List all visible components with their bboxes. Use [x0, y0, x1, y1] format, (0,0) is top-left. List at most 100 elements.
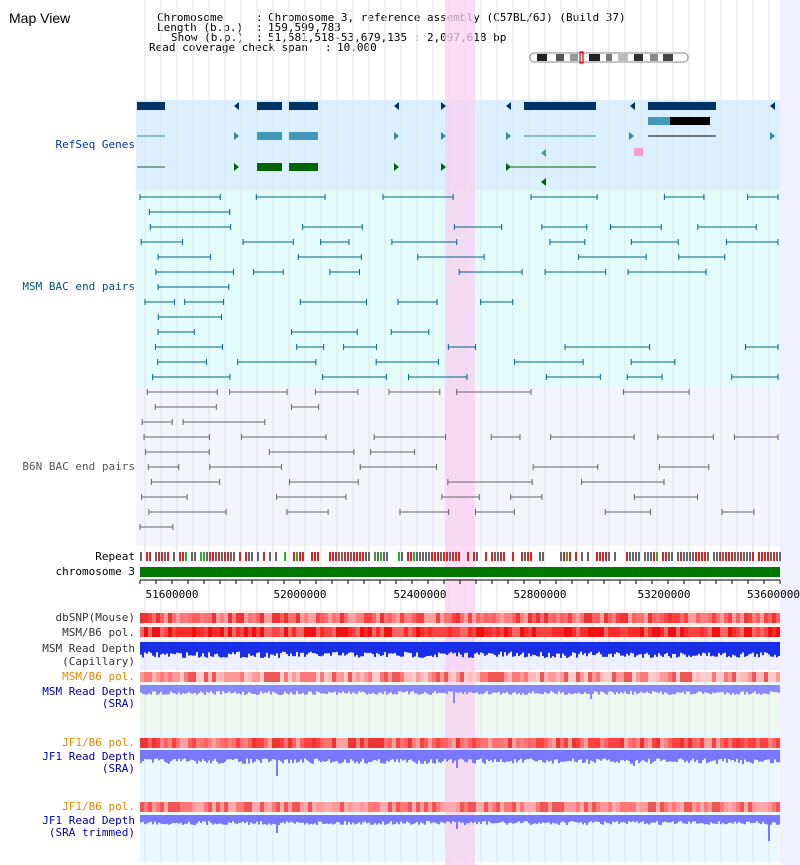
depth-bar — [206, 815, 208, 825]
heat-cell — [344, 613, 348, 623]
heat-cell — [572, 613, 576, 623]
depth-bar — [776, 685, 778, 693]
depth-bar — [336, 642, 338, 652]
depth-bar — [582, 750, 584, 763]
depth-bar — [760, 642, 762, 653]
depth-bar — [594, 750, 596, 763]
heat-cell — [172, 672, 176, 682]
repeat-element — [758, 552, 760, 561]
repeat-element — [209, 552, 211, 561]
depth-bar — [728, 815, 730, 823]
highlight-region[interactable] — [445, 0, 475, 865]
heat-cell — [672, 738, 676, 748]
refseq-track[interactable] — [137, 102, 775, 186]
depth-bar — [236, 685, 238, 694]
depth-bar — [352, 642, 354, 653]
depth-bar — [756, 685, 758, 695]
heat-cell — [448, 627, 452, 637]
depth-bar — [210, 642, 212, 657]
depth-bar — [402, 815, 404, 824]
depth-bar — [744, 750, 746, 760]
heat-cell — [572, 627, 576, 637]
depth-bar — [264, 685, 266, 693]
heat-cell — [388, 613, 392, 623]
gene-arrow — [630, 102, 635, 110]
depth-bar — [238, 685, 240, 694]
depth-bar — [578, 750, 580, 760]
depth-bar — [448, 750, 450, 760]
depth-bar — [478, 685, 480, 695]
heat-cell — [488, 613, 492, 623]
heat-cell — [560, 672, 564, 682]
depth-bar — [230, 642, 232, 655]
heat-cell — [384, 672, 388, 682]
depth-bar — [528, 642, 530, 654]
repeat-element — [449, 552, 451, 561]
depth-bar — [518, 815, 520, 822]
depth-bar — [444, 815, 446, 824]
depth-bar — [668, 815, 670, 823]
depth-bar — [224, 642, 226, 658]
depth-bar — [214, 642, 216, 655]
heat-cell — [612, 672, 616, 682]
depth-bar — [236, 815, 238, 824]
repeat-element — [413, 552, 415, 561]
depth-bar — [720, 685, 722, 693]
depth-bar — [296, 815, 298, 822]
depth-bar — [646, 815, 648, 824]
heat-cell — [396, 613, 400, 623]
heat-cell — [464, 738, 468, 748]
chromosome-ideogram[interactable] — [529, 51, 689, 64]
depth-bar — [560, 685, 562, 694]
depth-bar — [302, 685, 304, 693]
depth-bar — [384, 815, 386, 825]
chromosome-key: Chromosome — [157, 11, 224, 24]
depth-bar — [474, 750, 476, 764]
heat-cell — [232, 672, 236, 682]
depth-bar — [300, 750, 302, 760]
heat-cell — [468, 627, 472, 637]
depth-bar — [264, 642, 266, 657]
depth-bar — [392, 642, 394, 654]
msm-bac-track[interactable] — [139, 194, 779, 380]
depth-bar — [652, 642, 654, 658]
depth-bar — [370, 815, 372, 825]
heat-cell — [284, 627, 288, 637]
depth-bar — [332, 685, 334, 693]
depth-bar — [308, 815, 310, 825]
heat-cell — [272, 627, 276, 637]
depth-bar — [700, 750, 702, 764]
repeat-element — [581, 552, 583, 561]
depth-bar — [258, 815, 260, 825]
depth-bar — [630, 815, 632, 823]
depth-bar — [474, 685, 476, 694]
gene-arrow — [234, 163, 239, 171]
depth-bar — [642, 642, 644, 658]
depth-bar — [460, 750, 462, 759]
depth-bar — [652, 685, 654, 692]
depth-bar — [334, 642, 336, 653]
gene-exon — [257, 163, 282, 171]
depth-bar — [392, 685, 394, 695]
heat-cell — [256, 738, 260, 748]
depth-bar — [684, 642, 686, 655]
show-key: Show (b.p.) — [171, 31, 244, 44]
depth-bar — [586, 750, 588, 760]
heat-cell — [472, 627, 476, 637]
depth-bar — [178, 815, 180, 824]
tick-label-5: 53200000 — [637, 588, 691, 601]
depth-bar — [700, 642, 702, 656]
depth-bar — [614, 642, 616, 654]
depth-bar — [674, 750, 676, 762]
heat-cell — [512, 738, 516, 748]
b6n-bac-track[interactable] — [139, 389, 779, 530]
depth-bar — [460, 685, 462, 692]
heat-cell — [280, 672, 284, 682]
depth-bar — [542, 815, 544, 823]
heat-cell — [756, 802, 760, 812]
repeat-track[interactable] — [140, 552, 781, 561]
depth-bar — [230, 750, 232, 760]
heat-cell — [380, 802, 384, 812]
depth-bar — [744, 685, 746, 695]
